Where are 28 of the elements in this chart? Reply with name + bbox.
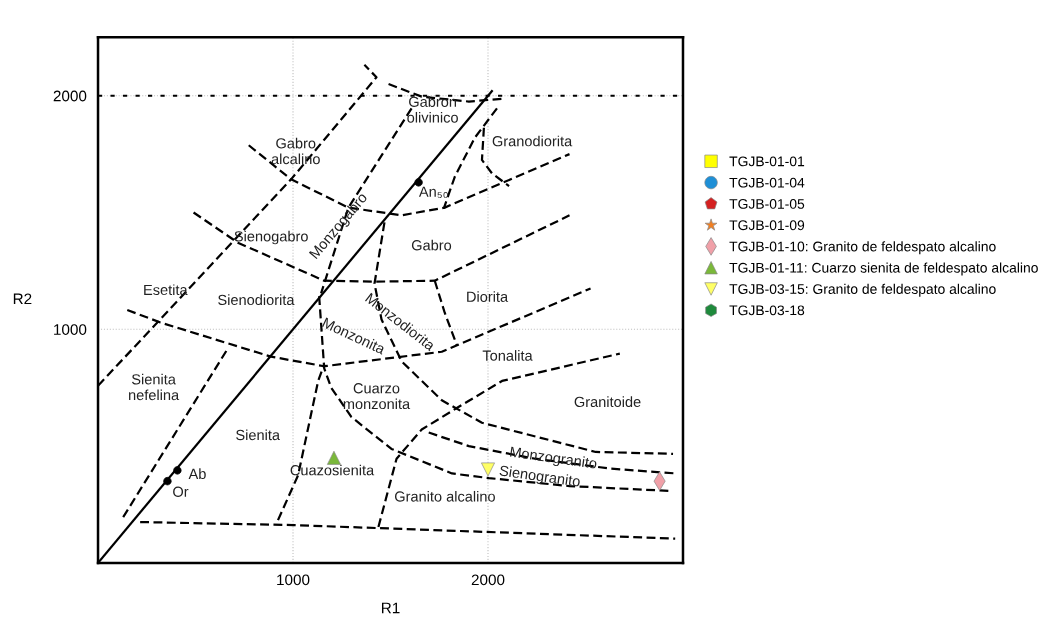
legend-label: TGJB-01-10: Granito de feldespato alcalino bbox=[729, 241, 996, 255]
annotation: Gabro bbox=[411, 239, 452, 251]
annotation: Esetita bbox=[144, 284, 188, 296]
annotation: Granodiorita bbox=[492, 135, 573, 147]
annotation: Ab bbox=[188, 468, 206, 480]
legend-label: TGJB-01-04 bbox=[729, 177, 805, 188]
annotation: Tonalita bbox=[482, 350, 533, 361]
x-axis-title: R1 bbox=[382, 602, 400, 614]
legend-label: TGJB-01-05 bbox=[729, 199, 805, 209]
y-axis-title: R2 bbox=[13, 293, 32, 305]
annotation: Sienita nefelina bbox=[129, 373, 180, 401]
legend-label: TGJB-01-01 bbox=[729, 156, 805, 167]
annotation: Sienogabro bbox=[234, 230, 308, 245]
annotation: Or bbox=[173, 486, 189, 497]
annotation: Granitoide bbox=[574, 396, 641, 408]
annotation: Gabron olivinico bbox=[407, 96, 458, 123]
annotation: Sienita bbox=[236, 429, 281, 441]
annotation: Cuazosienita bbox=[290, 464, 375, 476]
annotation: Diorita bbox=[467, 291, 509, 302]
legend-label: TGJB-03-18 bbox=[729, 305, 805, 316]
annotation: Cuarzo monzonita bbox=[343, 383, 411, 410]
annotation: An₅₀ bbox=[418, 186, 448, 198]
annotation: Sienodiorita bbox=[218, 294, 295, 306]
annotation: Gabro alcalino bbox=[271, 137, 320, 165]
annotation: Granito alcalino bbox=[394, 490, 495, 502]
legend-label: TGJB-01-11: Cuarzo sienita de feldespato alcalino bbox=[729, 262, 1038, 276]
legend-label: TGJB-01-09 bbox=[729, 220, 805, 231]
legend-label: TGJB-03-15: Granito de feldespato alcalino bbox=[729, 283, 996, 297]
